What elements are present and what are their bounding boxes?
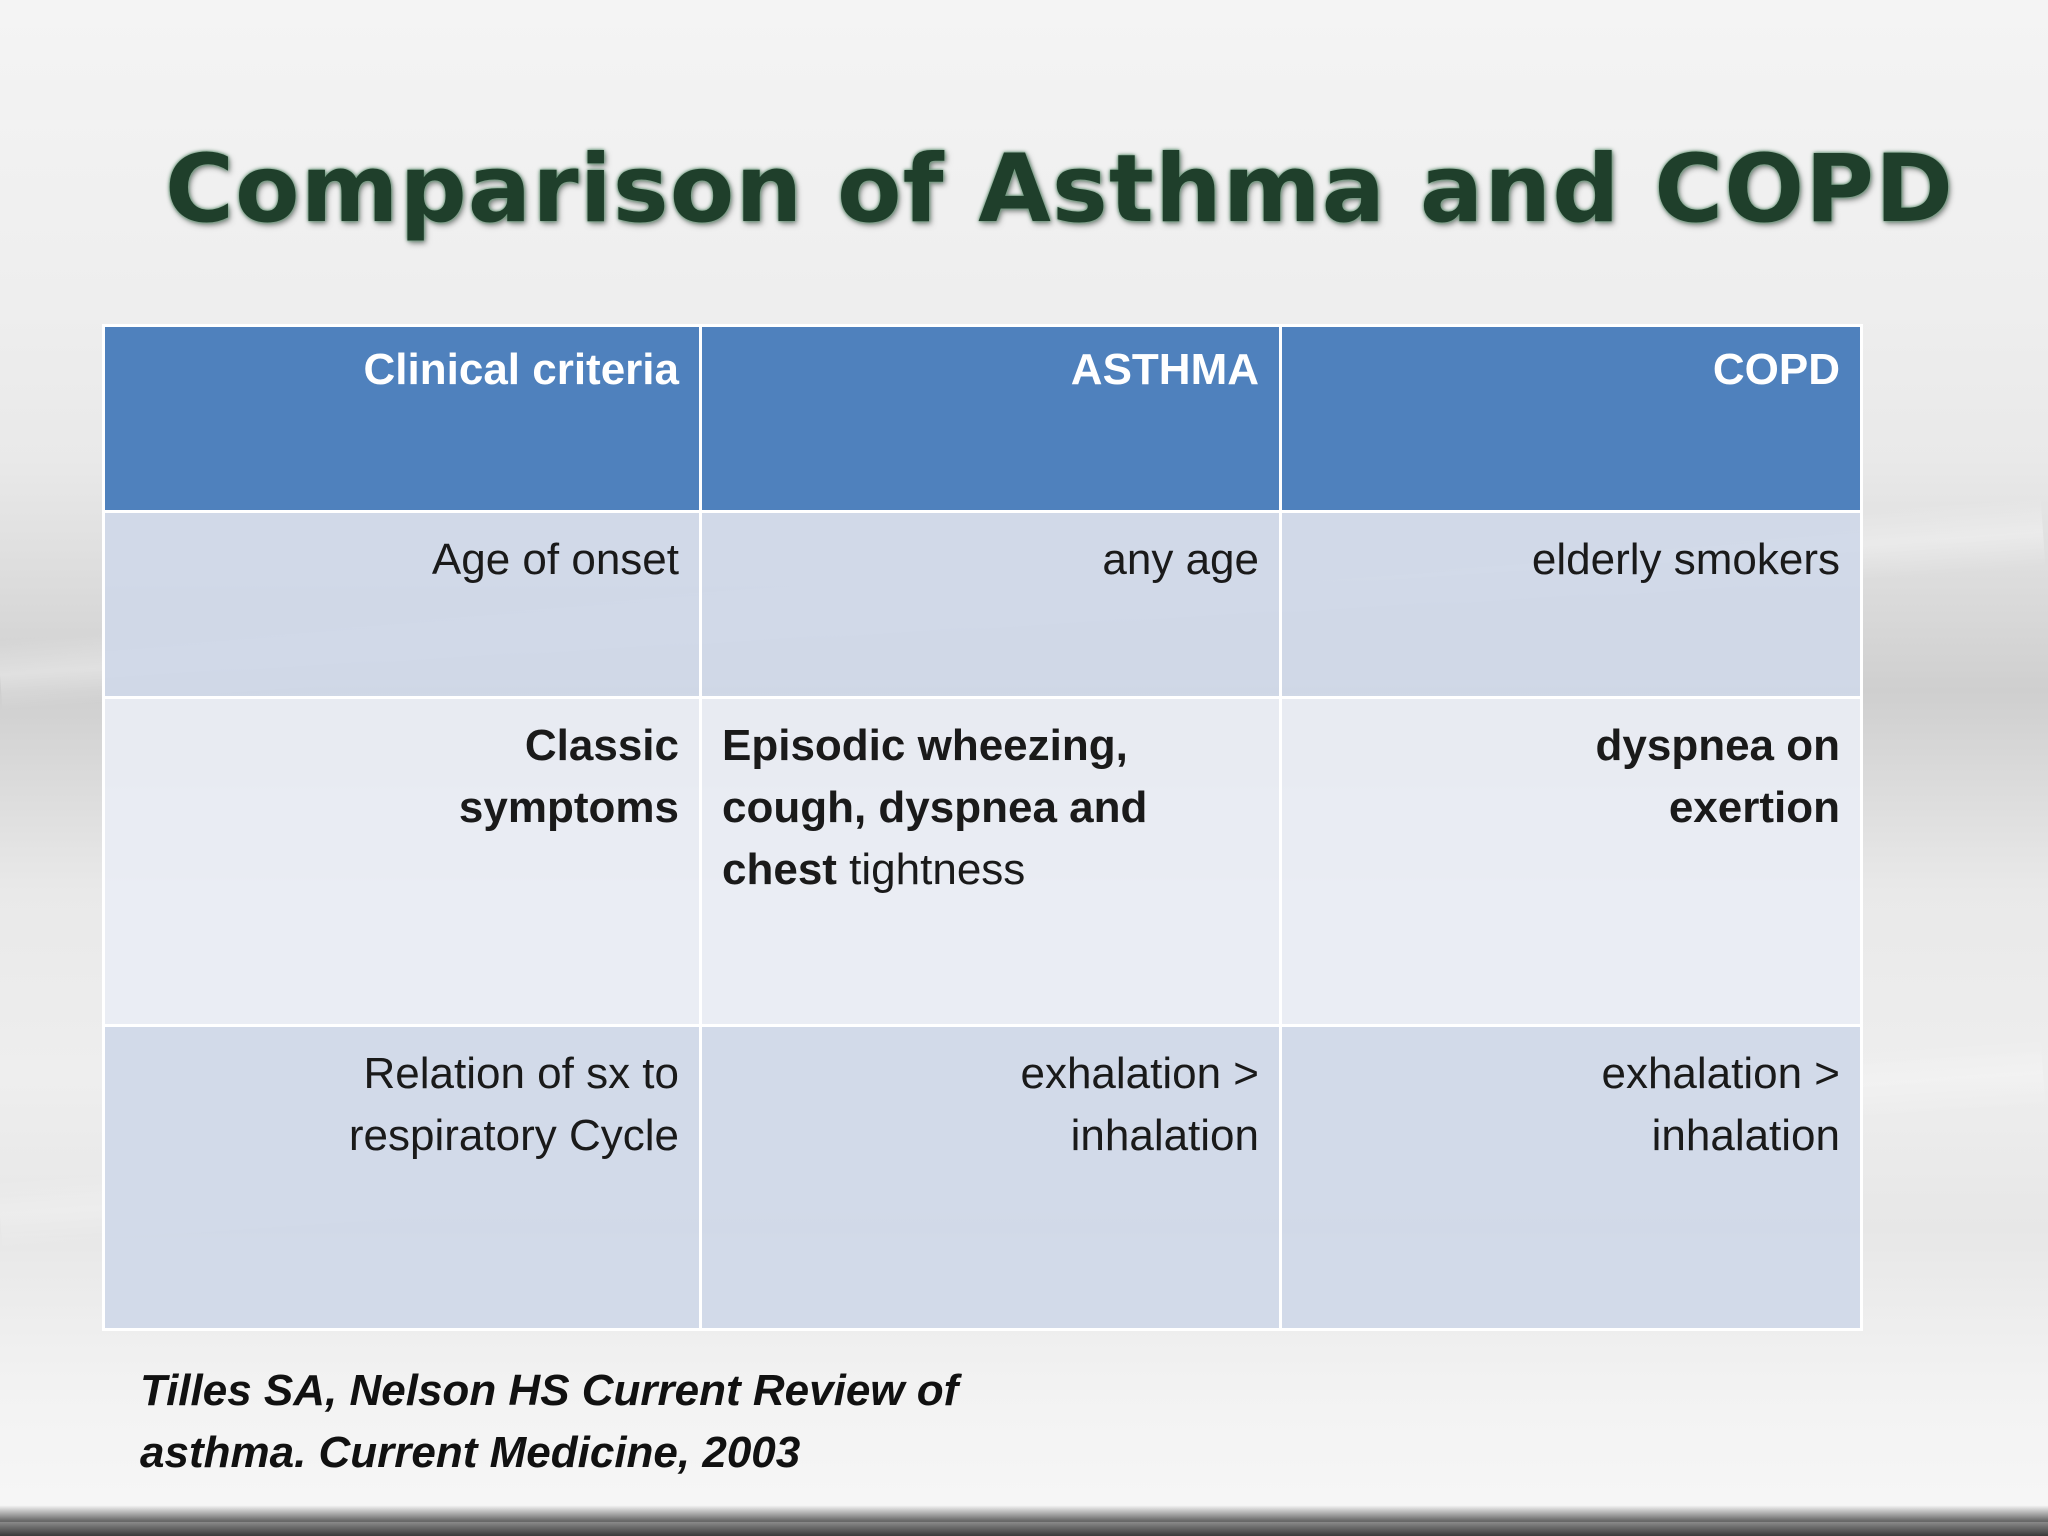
copd-symptoms-line: dyspnea on: [1595, 721, 1841, 770]
header-clinical-criteria: Clinical criteria: [102, 324, 702, 513]
criteria-line: Classic: [524, 721, 679, 770]
bottom-edge-bar: [0, 1522, 2048, 1536]
copd-relation-line: inhalation: [1651, 1111, 1840, 1160]
copd-symptoms-line: exertion: [1668, 783, 1840, 832]
table-row: Age of onset any age elderly smokers: [102, 510, 1863, 699]
asthma-relation-line: inhalation: [1070, 1111, 1259, 1160]
cell-criteria-classic-symptoms: Classic symptoms: [102, 696, 702, 1027]
cell-criteria-relation: Relation of sx to respiratory Cycle: [102, 1024, 702, 1331]
cell-copd-relation: exhalation > inhalation: [1279, 1024, 1863, 1331]
cell-copd-classic-symptoms: dyspnea on exertion: [1279, 696, 1863, 1027]
copd-relation-line: exhalation >: [1601, 1049, 1840, 1098]
comparison-table: Clinical criteria ASTHMA COPD Age of ons…: [102, 324, 1863, 1331]
asthma-symptoms-bold: Episodic wheezing, cough, dyspnea and ch…: [722, 721, 1148, 894]
asthma-symptoms-plain: tightness: [836, 845, 1026, 894]
cell-asthma-relation: exhalation > inhalation: [699, 1024, 1282, 1331]
cell-asthma-age-of-onset: any age: [699, 510, 1282, 699]
header-asthma: ASTHMA: [699, 324, 1282, 513]
slide-title: Comparison of Asthma and COPD: [165, 135, 1955, 244]
criteria-line: respiratory Cycle: [348, 1111, 679, 1160]
cell-copd-age-of-onset: elderly smokers: [1279, 510, 1863, 699]
citation-line: asthma. Current Medicine, 2003: [140, 1428, 801, 1477]
header-copd: COPD: [1279, 324, 1863, 513]
citation: Tilles SA, Nelson HS Current Review of a…: [140, 1360, 1040, 1484]
cell-asthma-classic-symptoms: Episodic wheezing, cough, dyspnea and ch…: [699, 696, 1282, 1027]
criteria-line: symptoms: [458, 783, 679, 832]
cell-criteria-age-of-onset: Age of onset: [102, 510, 702, 699]
table-header-row: Clinical criteria ASTHMA COPD: [102, 324, 1863, 513]
table-row: Relation of sx to respiratory Cycle exha…: [102, 1024, 1863, 1331]
table-row: Classic symptoms Episodic wheezing, coug…: [102, 696, 1863, 1027]
criteria-line: Relation of sx to: [363, 1049, 680, 1098]
asthma-relation-line: exhalation >: [1020, 1049, 1259, 1098]
citation-line: Tilles SA, Nelson HS Current Review of: [140, 1366, 959, 1415]
